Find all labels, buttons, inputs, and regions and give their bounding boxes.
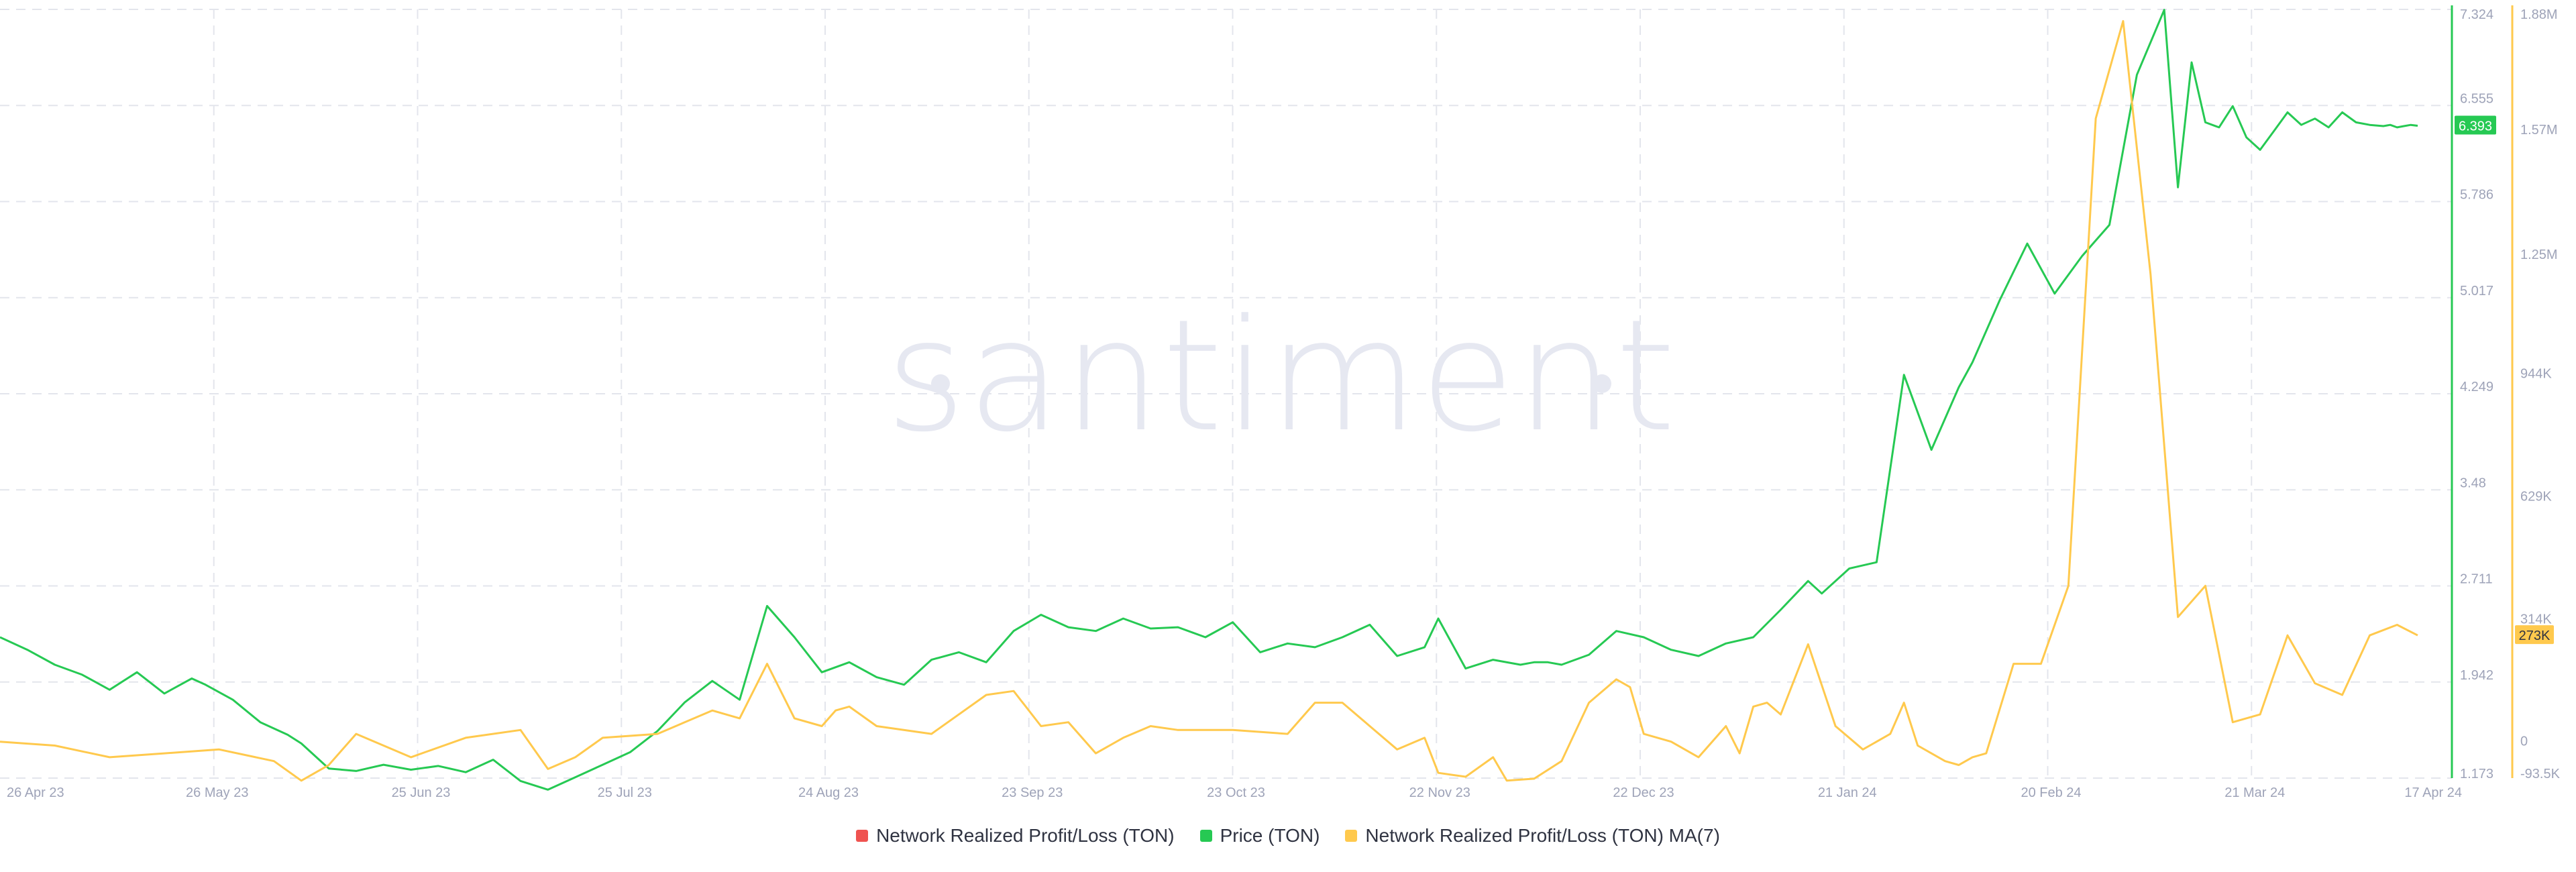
- x-tick-label: 25 Jul 23: [598, 785, 652, 800]
- y-right-tick-label: 629K: [2520, 489, 2552, 504]
- watermark-dot-right: [1593, 374, 1611, 393]
- watermark-dot-left: [931, 374, 950, 393]
- legend-item-price[interactable]: Price (TON): [1199, 825, 1320, 847]
- y-right-tick-label: 314K: [2520, 612, 2552, 626]
- y-right-tick-label: 1.25M: [2520, 248, 2558, 262]
- y-left-tick-label: 1.942: [2460, 668, 2493, 683]
- legend: Network Realized Profit/Loss (TON) Price…: [0, 825, 2576, 847]
- watermark: santiment: [885, 287, 1677, 466]
- x-tick-label: 26 May 23: [186, 785, 248, 800]
- legend-item-profit-loss[interactable]: Network Realized Profit/Loss (TON): [856, 825, 1175, 847]
- x-tick-label: 24 Aug 23: [798, 785, 859, 800]
- current-price-badge: [2455, 115, 2496, 135]
- y-left-tick-label: 2.711: [2460, 572, 2493, 587]
- x-tick-label: 17 Apr 24: [2404, 785, 2462, 800]
- x-tick-label: 20 Feb 24: [2021, 785, 2081, 800]
- legend-swatch-profit-loss: [856, 830, 869, 842]
- x-tick-label: 23 Sep 23: [1002, 785, 1063, 800]
- legend-label-price: Price (TON): [1220, 825, 1320, 846]
- price-series-line: [0, 9, 2418, 791]
- y-right-tick-label: 1.57M: [2520, 123, 2558, 138]
- y-right-tick-label: 0: [2520, 734, 2528, 749]
- x-tick-label: 26 Apr 23: [7, 785, 64, 800]
- y-left-tick-label: 6.555: [2460, 91, 2493, 106]
- x-tick-label: 25 Jun 23: [392, 785, 451, 800]
- x-tick-label: 22 Nov 23: [1409, 785, 1470, 800]
- x-tick-label: 21 Jan 24: [1818, 785, 1877, 800]
- legend-label-profit-loss-ma: Network Realized Profit/Loss (TON) MA(7): [1365, 825, 1720, 846]
- x-tick-label: 22 Dec 23: [1613, 785, 1674, 800]
- series-layer: [0, 9, 2418, 791]
- y-right-tick-label: -93.5K: [2520, 767, 2561, 781]
- legend-item-profit-loss-ma[interactable]: Network Realized Profit/Loss (TON) MA(7): [1345, 825, 1720, 847]
- y-left-tick-label: 5.786: [2460, 188, 2493, 203]
- current-ma-badge: [2515, 625, 2554, 645]
- x-tick-label: 23 Oct 23: [1207, 785, 1265, 800]
- y-left-tick-label: 1.173: [2460, 767, 2493, 781]
- chart-svg: santiment 7.324 6.555 5.786 5.017 4.249 3.48 2…: [0, 5, 2561, 800]
- y-right-tick-label: 944K: [2520, 367, 2552, 382]
- watermark-text: santiment: [885, 287, 1677, 466]
- legend-swatch-profit-loss-ma: [1345, 830, 1358, 842]
- current-ma-badge-label: 273K: [2519, 629, 2551, 643]
- grid-layer: [0, 9, 2452, 779]
- y-left-tick-label: 5.017: [2460, 284, 2493, 298]
- axis-layer: 7.324 6.555 5.786 5.017 4.249 3.48 2.711 1.942 1…: [7, 5, 2561, 800]
- y-left-tick-label: 7.324: [2460, 7, 2493, 22]
- x-tick-label: 21 Mar 24: [2224, 785, 2285, 800]
- current-price-badge-label: 6.393: [2459, 119, 2492, 133]
- y-right-tick-label: 1.88M: [2520, 7, 2558, 22]
- profit-loss-ma-series-line: [0, 19, 2418, 782]
- legend-label-profit-loss: Network Realized Profit/Loss (TON): [876, 825, 1175, 846]
- y-left-tick-label: 3.48: [2460, 476, 2486, 490]
- legend-swatch-price: [1199, 830, 1212, 842]
- y-left-tick-label: 4.249: [2460, 380, 2493, 394]
